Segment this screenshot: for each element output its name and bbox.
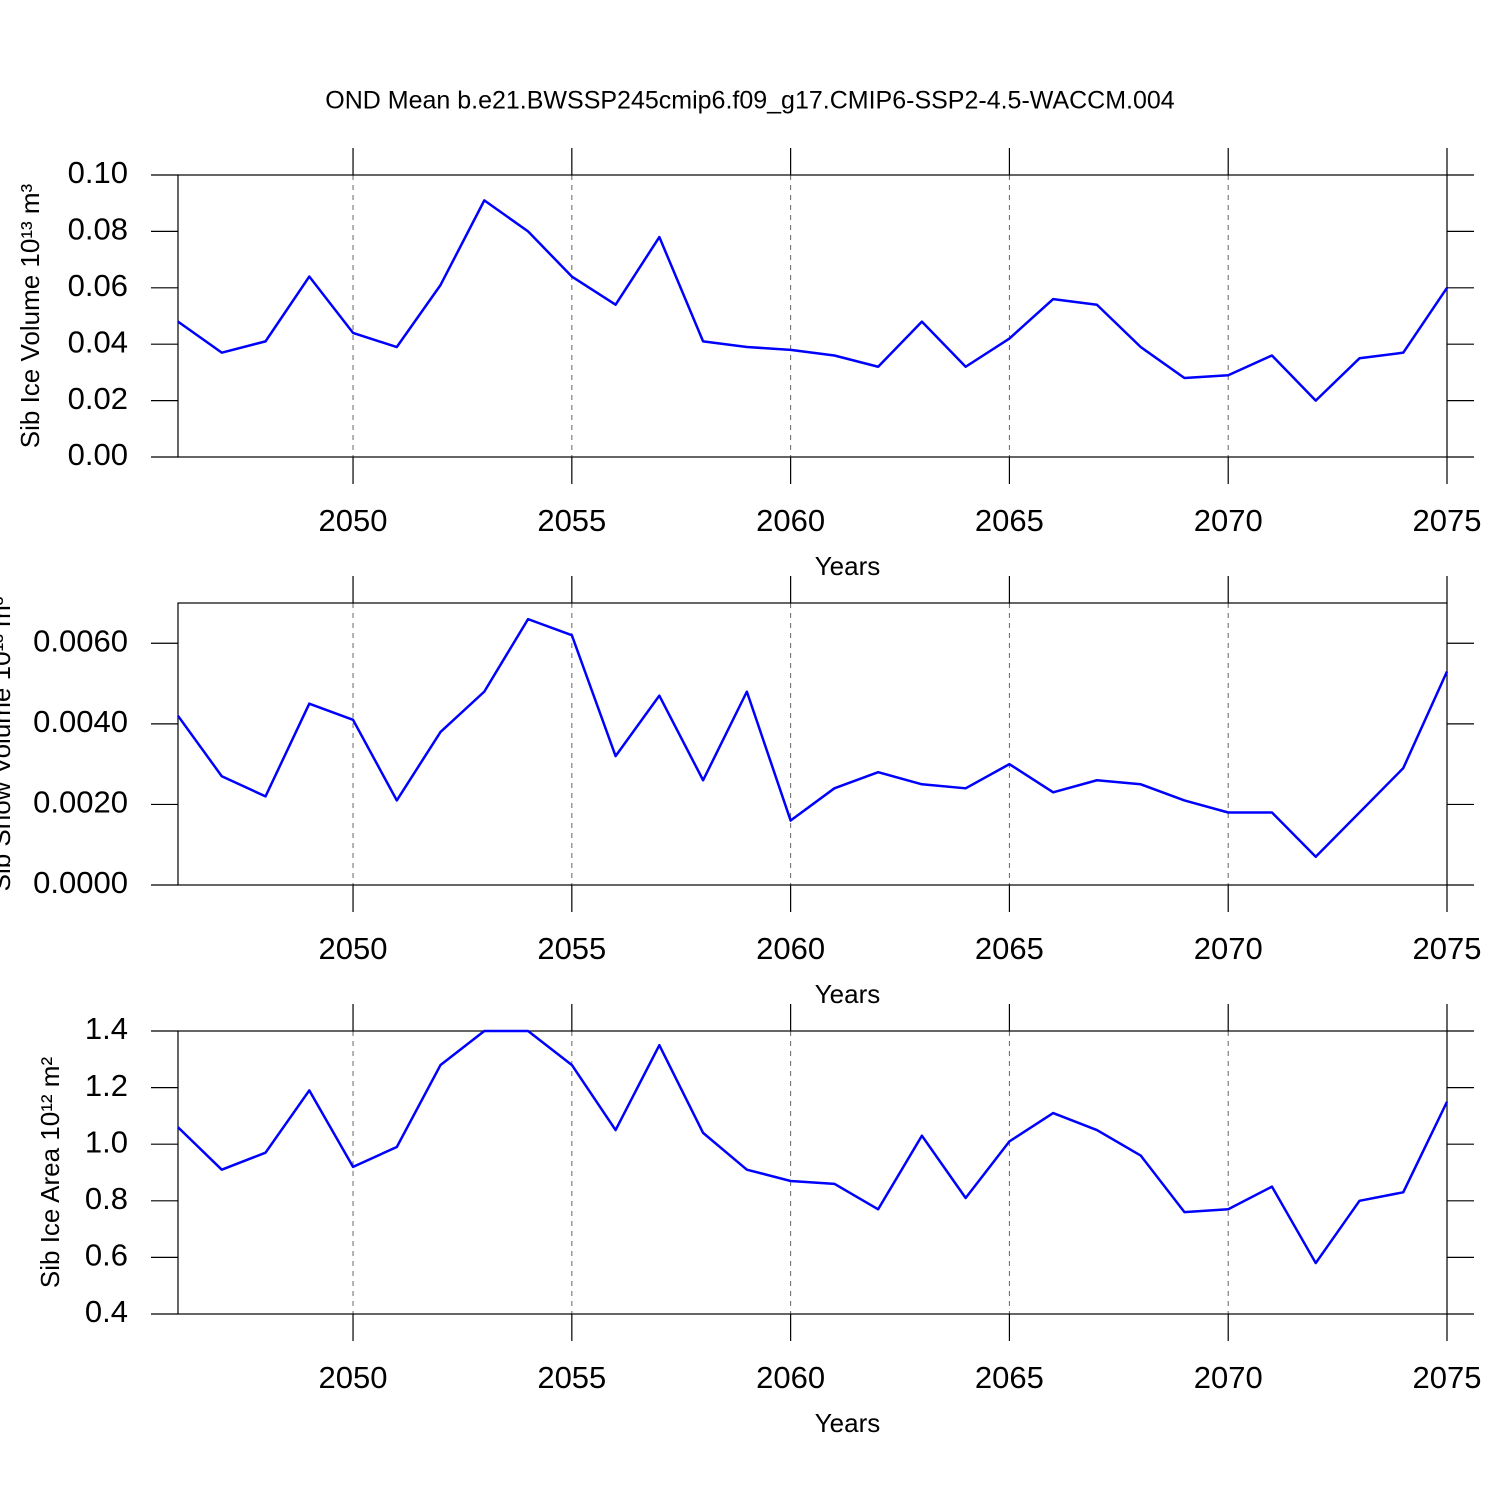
plot-frame bbox=[177, 174, 1448, 458]
y-tick-label: 1.0 bbox=[85, 1124, 128, 1159]
x-tick-label: 2070 bbox=[1194, 1360, 1263, 1395]
x-tick-label: 2075 bbox=[1413, 1360, 1482, 1395]
y-tick-label: 0.04 bbox=[68, 324, 128, 359]
y-tick-label: 0.06 bbox=[68, 268, 128, 303]
x-tick-label: 2060 bbox=[756, 931, 825, 966]
data-line bbox=[177, 199, 1449, 402]
x-tick-label: 2070 bbox=[1194, 503, 1263, 538]
x-tick-label: 2055 bbox=[537, 931, 606, 966]
y-tick-label: 1.4 bbox=[85, 1011, 128, 1046]
y-tick-label: 0.10 bbox=[68, 155, 128, 190]
y-tick-label: 0.0040 bbox=[33, 704, 128, 739]
y-tick-label: 0.0060 bbox=[33, 623, 128, 658]
x-tick-label: 2075 bbox=[1413, 503, 1482, 538]
x-tick-label: 2065 bbox=[975, 503, 1044, 538]
x-tick-label: 2050 bbox=[319, 931, 388, 966]
x-axis-label: Years bbox=[815, 1408, 881, 1438]
x-tick-label: 2050 bbox=[319, 1360, 388, 1395]
x-axis-label: Years bbox=[815, 551, 881, 581]
y-tick-label: 0.0020 bbox=[33, 785, 128, 820]
plot-frame bbox=[177, 1030, 1448, 1315]
y-axis-label: Sib Ice Volume 10¹³ m³ bbox=[15, 183, 45, 448]
x-tick-label: 2065 bbox=[975, 931, 1044, 966]
y-tick-label: 0.0000 bbox=[33, 865, 128, 900]
plot-frame bbox=[177, 602, 1448, 886]
x-tick-label: 2065 bbox=[975, 1360, 1044, 1395]
x-tick-label: 2060 bbox=[756, 503, 825, 538]
data-line bbox=[177, 1029, 1449, 1265]
chart-title: OND Mean b.e21.BWSSP245cmip6.f09_g17.CMI… bbox=[325, 87, 1175, 115]
y-tick-label: 0.6 bbox=[85, 1238, 128, 1273]
y-tick-label: 0.08 bbox=[68, 212, 128, 247]
y-tick-label: 0.00 bbox=[68, 437, 128, 472]
y-axis-label: Sib Ice Area 10¹² m² bbox=[35, 1057, 65, 1289]
y-tick-label: 1.2 bbox=[85, 1068, 128, 1103]
y-tick-label: 0.8 bbox=[85, 1181, 128, 1216]
x-tick-label: 2055 bbox=[537, 1360, 606, 1395]
y-tick-label: 0.02 bbox=[68, 381, 128, 416]
x-tick-label: 2075 bbox=[1413, 931, 1482, 966]
data-line bbox=[176, 617, 1449, 859]
x-tick-label: 2060 bbox=[756, 1360, 825, 1395]
y-tick-label: 0.4 bbox=[85, 1294, 128, 1329]
y-axis-label: Sib Snow Volume 10¹³ m³ bbox=[0, 596, 16, 891]
x-tick-label: 2070 bbox=[1194, 931, 1263, 966]
x-tick-label: 2055 bbox=[537, 503, 606, 538]
x-tick-label: 2050 bbox=[319, 503, 388, 538]
x-axis-label: Years bbox=[815, 979, 881, 1009]
